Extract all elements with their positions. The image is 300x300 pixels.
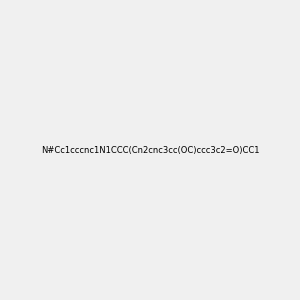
Text: N#Cc1cccnc1N1CCC(Cn2cnc3cc(OC)ccc3c2=O)CC1: N#Cc1cccnc1N1CCC(Cn2cnc3cc(OC)ccc3c2=O)C… bbox=[41, 146, 259, 154]
